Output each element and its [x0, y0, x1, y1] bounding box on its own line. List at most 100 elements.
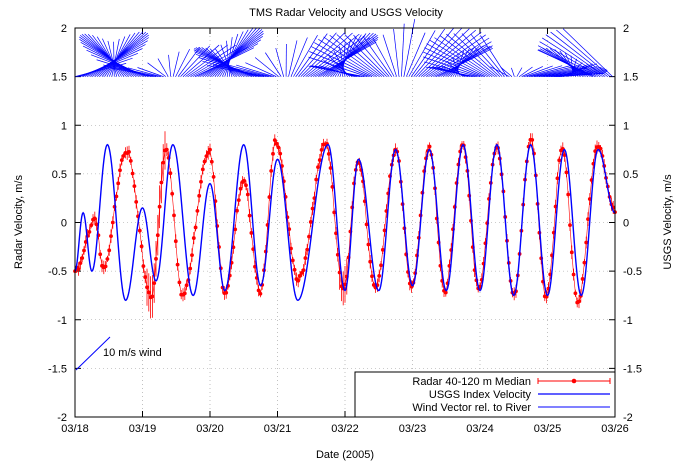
wind-vector	[182, 44, 220, 77]
wind-vector	[500, 67, 513, 77]
wind-vector	[220, 44, 233, 77]
wind-vector	[318, 38, 378, 77]
wind-vector	[423, 31, 482, 77]
wind-vector	[245, 62, 277, 77]
wind-vector	[99, 31, 144, 77]
wind-vector	[470, 33, 505, 77]
wind-vector	[227, 64, 272, 77]
wind-vector	[554, 49, 581, 77]
wind-vector	[446, 33, 498, 77]
y-tick-label-right: -1	[623, 315, 633, 327]
y-tick-label-left: -0.5	[48, 266, 67, 278]
wind-vector	[101, 31, 140, 77]
y-tick-label-left: -2	[57, 412, 67, 424]
y-tick-label-right: 1.5	[623, 72, 638, 84]
wind-vector	[110, 67, 157, 77]
y-tick-label-right: 2	[623, 23, 629, 35]
x-tick-label: 03/20	[196, 423, 224, 435]
x-tick-label: 03/25	[534, 423, 562, 435]
y-tick-label-left: 2	[61, 23, 67, 35]
wind-vector	[410, 28, 446, 77]
wind-vector	[393, 28, 400, 77]
wind-vector	[537, 45, 598, 77]
legend-swatch-radar-marker	[571, 378, 577, 384]
wind-vector	[337, 36, 357, 77]
wind-vector	[558, 73, 601, 77]
wind-vector	[295, 33, 328, 77]
wind-vector	[226, 40, 230, 77]
legend-label-usgs: USGS Index Velocity	[429, 389, 532, 401]
wind-vector	[311, 46, 373, 77]
wind-vector	[539, 41, 601, 77]
wind-vector	[187, 44, 236, 77]
wind-vector	[168, 54, 172, 77]
wind-vectors	[74, 18, 613, 77]
wind-vector	[524, 65, 553, 77]
plot-frame	[74, 27, 616, 418]
wind-vector	[362, 35, 392, 77]
wind-vector	[113, 41, 115, 77]
wind-vector	[556, 29, 611, 77]
wind-vector	[314, 42, 375, 77]
wind-vector	[447, 45, 480, 77]
wind-vector	[207, 65, 265, 77]
wind-vector	[564, 52, 577, 77]
wind-vector	[236, 64, 274, 77]
wind-vector	[336, 34, 385, 77]
usgs-series	[74, 143, 616, 302]
wind-vector	[172, 51, 180, 77]
chart-title: TMS Radar Velocity and USGS Velocity	[249, 7, 443, 19]
wind-vector	[537, 49, 596, 77]
scale-arrow	[75, 336, 111, 371]
wind-vector	[424, 47, 486, 77]
wind-vector	[406, 32, 426, 77]
x-tick-label: 03/21	[264, 423, 292, 435]
wind-vector	[434, 37, 493, 77]
wind-vector	[254, 57, 279, 77]
wind-vector	[111, 38, 120, 77]
wind-vector	[309, 51, 370, 77]
wind-vector	[215, 48, 235, 77]
y-tick-label-right: 0	[623, 218, 629, 230]
wind-vector	[106, 34, 131, 77]
y-axis-left: -2 -1.5 -1 -0.5 0 0.5 1 1.5 2	[48, 23, 81, 424]
y-tick-label-left: 1.5	[52, 72, 67, 84]
grid	[75, 28, 615, 417]
x-tick-label: 03/18	[61, 423, 89, 435]
x-tick-label: 03/24	[466, 423, 494, 435]
legend: Radar 40-120 m Median USGS Index Velocit…	[354, 371, 616, 418]
wind-vector	[118, 67, 159, 77]
wind-vector	[550, 31, 608, 77]
wind-vector	[424, 61, 478, 77]
wind-vector	[545, 34, 606, 77]
x-tick-label: 03/23	[399, 423, 427, 435]
legend-label-radar: Radar 40-120 m Median	[412, 376, 531, 388]
wind-vector	[541, 66, 602, 77]
wind-vector	[102, 38, 120, 77]
wind-vector	[516, 67, 523, 77]
wind-vector	[529, 65, 571, 77]
y-tick-label-right: 1	[623, 120, 629, 132]
wind-vector	[531, 65, 579, 77]
wind-vector	[403, 18, 416, 77]
y-tick-label-right: -1.5	[623, 363, 642, 375]
wind-vector	[79, 39, 140, 77]
wind-vector	[157, 58, 169, 77]
usgs-line	[74, 143, 616, 302]
wind-vector	[541, 37, 603, 77]
x-tick-label: 03/26	[601, 423, 629, 435]
wind-vector	[426, 43, 488, 77]
x-axis-title: Date (2005)	[316, 449, 374, 461]
wind-vector	[308, 56, 368, 77]
x-tick-label: 03/22	[331, 423, 359, 435]
wind-vector	[526, 65, 563, 77]
x-tick-label: 03/19	[129, 423, 157, 435]
wind-vector	[213, 64, 267, 77]
wind-vector	[353, 34, 390, 77]
y-tick-label-left: 0	[61, 218, 67, 230]
wind-vector	[137, 67, 164, 77]
y-tick-label-left: 0.5	[52, 169, 67, 181]
wind-vector	[415, 27, 463, 77]
wind-vector	[439, 35, 495, 77]
wind-vector	[175, 48, 190, 77]
